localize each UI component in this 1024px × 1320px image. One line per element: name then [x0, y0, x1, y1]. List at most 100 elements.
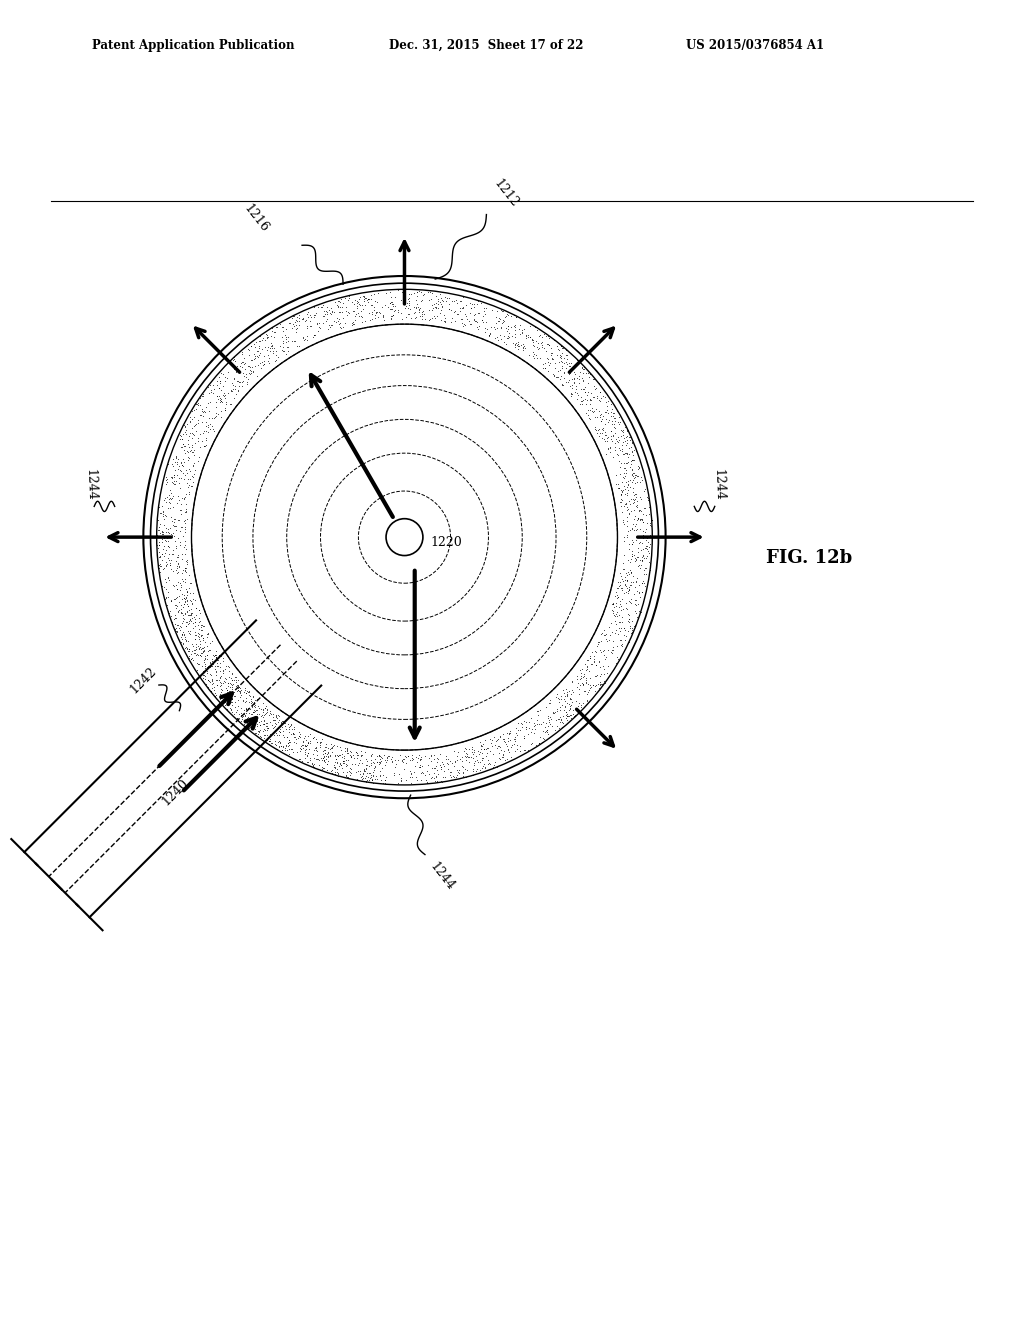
Point — [608, 465, 625, 486]
Point — [151, 535, 167, 556]
Point — [571, 684, 588, 705]
Point — [170, 488, 186, 510]
Point — [251, 697, 267, 718]
Point — [199, 657, 215, 678]
Point — [504, 734, 520, 755]
Point — [432, 292, 449, 313]
Point — [625, 478, 641, 499]
Point — [205, 653, 221, 675]
Point — [353, 306, 370, 327]
Point — [191, 638, 208, 659]
Point — [197, 401, 213, 422]
Point — [300, 301, 316, 322]
Point — [450, 304, 466, 325]
Point — [582, 364, 598, 385]
Point — [586, 651, 602, 672]
Point — [603, 420, 620, 441]
Point — [191, 636, 208, 657]
Point — [494, 754, 510, 775]
Point — [355, 768, 372, 789]
Point — [495, 723, 511, 744]
Point — [163, 590, 179, 611]
Point — [409, 285, 425, 306]
Point — [257, 715, 273, 737]
Point — [227, 701, 244, 722]
Point — [454, 313, 470, 334]
Point — [211, 645, 227, 667]
Point — [163, 507, 179, 528]
Point — [190, 611, 207, 632]
Point — [246, 701, 262, 722]
Point — [195, 661, 211, 682]
Point — [167, 474, 183, 495]
Point — [350, 293, 367, 314]
Point — [492, 737, 508, 758]
Point — [163, 523, 179, 544]
Point — [246, 348, 262, 370]
Point — [542, 706, 558, 727]
Point — [211, 688, 227, 709]
Point — [266, 725, 283, 746]
Point — [516, 741, 532, 762]
Point — [553, 335, 569, 356]
Point — [580, 673, 596, 694]
Point — [638, 536, 654, 557]
Point — [166, 474, 182, 495]
Point — [271, 314, 288, 335]
Point — [259, 715, 275, 737]
Point — [238, 686, 254, 708]
Point — [258, 702, 274, 723]
Point — [180, 474, 197, 495]
Point — [629, 466, 645, 487]
Point — [633, 508, 649, 529]
Point — [488, 326, 505, 347]
Point — [184, 441, 201, 462]
Point — [521, 711, 538, 733]
Point — [569, 368, 586, 389]
Point — [177, 631, 194, 652]
Point — [359, 755, 376, 776]
Point — [535, 358, 551, 379]
Point — [159, 586, 175, 607]
Point — [181, 422, 198, 444]
Point — [406, 774, 422, 795]
Point — [464, 737, 480, 758]
Point — [271, 731, 288, 752]
Point — [208, 665, 224, 686]
Point — [486, 734, 503, 755]
Point — [202, 652, 218, 673]
Point — [630, 507, 646, 528]
Point — [609, 623, 626, 644]
Point — [222, 692, 239, 713]
Point — [585, 675, 601, 696]
Point — [295, 309, 311, 330]
Point — [160, 498, 176, 519]
Point — [411, 744, 427, 766]
Point — [603, 642, 620, 663]
Point — [340, 289, 356, 310]
Point — [208, 685, 224, 706]
Point — [189, 392, 206, 413]
Point — [337, 738, 353, 759]
Point — [238, 698, 254, 719]
Point — [214, 663, 230, 684]
Point — [364, 764, 380, 785]
Point — [461, 751, 477, 772]
Point — [353, 306, 370, 327]
Point — [450, 742, 466, 763]
Point — [500, 327, 516, 348]
Point — [362, 746, 379, 767]
Point — [203, 681, 219, 702]
Point — [554, 711, 570, 733]
Point — [194, 643, 210, 664]
Point — [286, 723, 302, 744]
Point — [476, 738, 493, 759]
Point — [413, 290, 429, 312]
Point — [266, 734, 283, 755]
Point — [586, 368, 602, 389]
Point — [601, 616, 617, 638]
Point — [580, 690, 596, 711]
Point — [291, 748, 307, 770]
Point — [260, 350, 276, 371]
Point — [342, 741, 358, 762]
